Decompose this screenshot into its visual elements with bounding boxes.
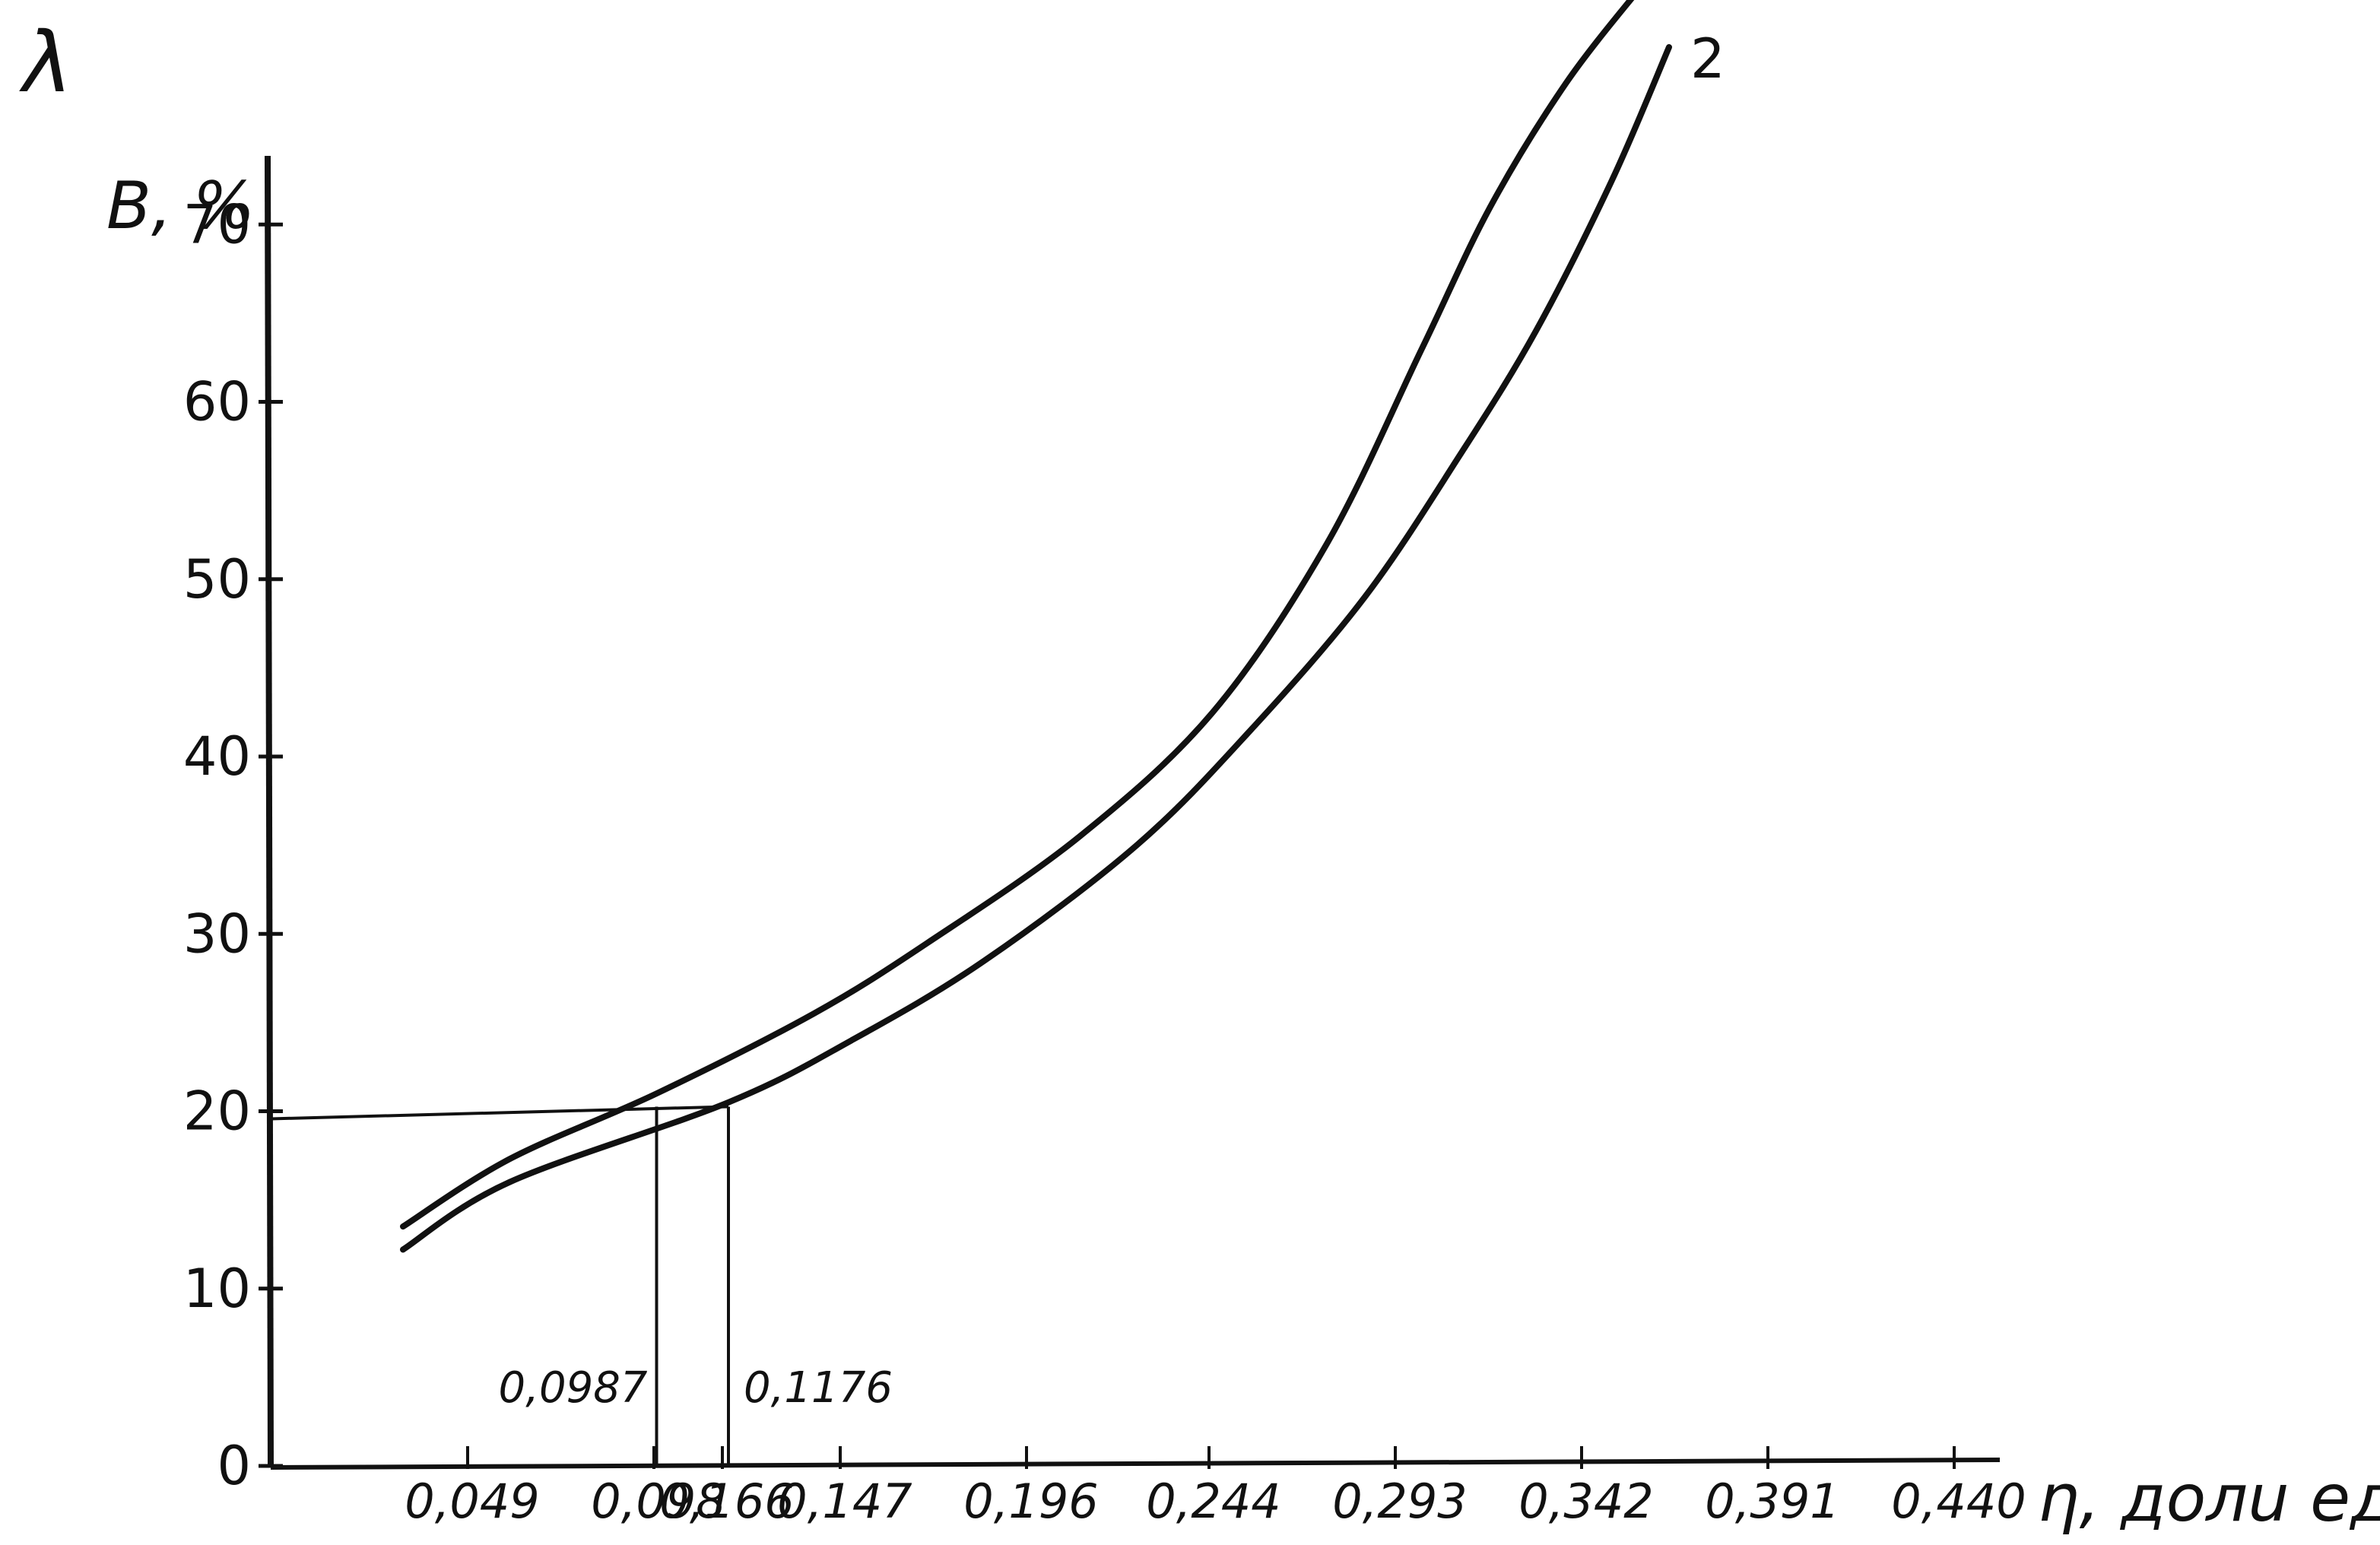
y-tick-label: 20	[183, 1080, 251, 1143]
series-2-label: 2	[1690, 27, 1725, 90]
y-axis-ticks: 0 10 20 30 40 50 60 70	[183, 193, 283, 1497]
reference-lines: 0,0987 0,1176	[270, 1105, 893, 1466]
y-reference-line	[270, 1105, 729, 1121]
series-lines: 12	[400, 0, 1725, 1253]
y-tick-label: 70	[183, 193, 251, 255]
x-axis-line	[270, 1458, 2001, 1470]
y-tick-label: 50	[183, 548, 251, 611]
x-tick-label: 0,244	[1146, 1474, 1281, 1529]
x-tick-label: 0,147	[777, 1474, 912, 1529]
corner-label: λ	[19, 14, 72, 111]
x-tick-label: 0,196	[963, 1474, 1099, 1529]
x-tick-label: 0,166	[659, 1474, 795, 1529]
x-reference-label: 0,1176	[744, 1363, 893, 1413]
y-tick-label: 30	[183, 903, 251, 965]
series-2-line	[400, 44, 1672, 1253]
y-tick-label: 10	[183, 1258, 251, 1320]
x-tick-label: 0,293	[1332, 1474, 1468, 1529]
x-reference-label: 0,0987	[499, 1363, 648, 1413]
x-tick-label: 0,391	[1705, 1474, 1840, 1529]
y-axis-line	[265, 155, 274, 1467]
x-tick-label: 0,049	[405, 1474, 540, 1529]
y-axis-label: B, %	[106, 168, 255, 244]
x-axis-label: η, долu ед.	[2038, 1461, 2380, 1537]
chart-labels: λ B, % η, долu ед.	[19, 14, 2380, 1537]
x-tick-label: 0,342	[1518, 1474, 1654, 1529]
axes	[265, 155, 2001, 1470]
x-tick-label: 0,098	[591, 1474, 726, 1529]
y-tick-label: 0	[217, 1435, 251, 1497]
y-tick-label: 40	[183, 725, 251, 788]
series-1-line	[400, 0, 1635, 1230]
x-tick-label: 0,440	[1891, 1474, 2026, 1529]
y-tick-label: 60	[183, 371, 251, 433]
